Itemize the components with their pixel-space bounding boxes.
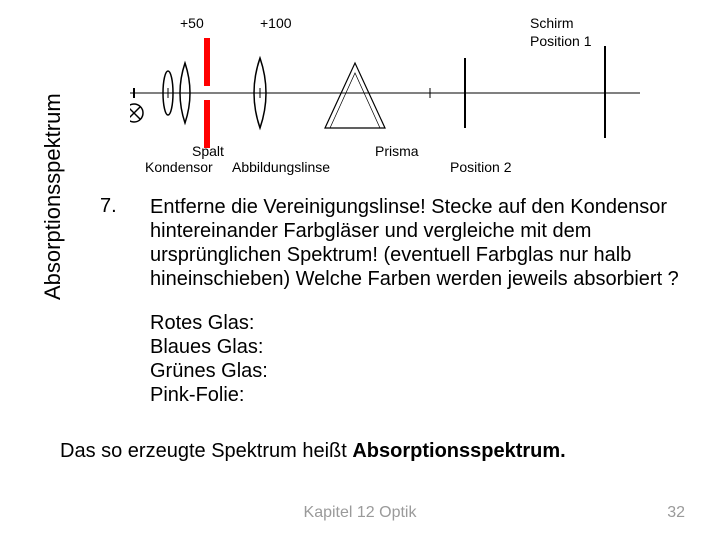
glass-list: Rotes Glas: Blaues Glas: Grünes Glas: Pi… (150, 311, 680, 407)
label-position2: Position 2 (450, 159, 512, 175)
glass-blue: Blaues Glas: (150, 335, 680, 359)
label-plus50: +50 (180, 15, 204, 31)
content-block: 7. Entferne die Vereinigungslinse! Steck… (100, 195, 680, 407)
task-number: 7. (100, 195, 150, 291)
page-number: 32 (667, 504, 685, 522)
label-prisma: Prisma (375, 143, 419, 159)
slide: +50 +100 Schirm Position 1 Lichtq. Kreis… (0, 0, 720, 540)
label-abbildungslinse: Abbildungslinse (232, 159, 330, 175)
label-kondensor: Kondensor (145, 159, 213, 175)
label-schirm: Schirm (530, 15, 574, 31)
summary-pre: Das so erzeugte Spektrum heißt (60, 440, 352, 462)
task-row: 7. Entferne die Vereinigungslinse! Steck… (100, 195, 680, 291)
summary-line: Das so erzeugte Spektrum heißt Absorptio… (60, 440, 566, 463)
glass-red: Rotes Glas: (150, 311, 680, 335)
glass-green: Grünes Glas: (150, 359, 680, 383)
glass-pink: Pink-Folie: (150, 383, 680, 407)
footer-center: Kapitel 12 Optik (0, 504, 720, 522)
label-plus100: +100 (260, 15, 292, 31)
optics-diagram: +50 +100 Schirm Position 1 Lichtq. Kreis… (130, 8, 690, 178)
vertical-label: Absorptionsspektrum (40, 93, 66, 300)
summary-bold: Absorptionsspektrum. (352, 440, 565, 462)
label-spalt: Spalt (192, 143, 224, 159)
task-text: Entferne die Vereinigungslinse! Stecke a… (150, 195, 680, 291)
label-position1: Position 1 (530, 33, 592, 49)
